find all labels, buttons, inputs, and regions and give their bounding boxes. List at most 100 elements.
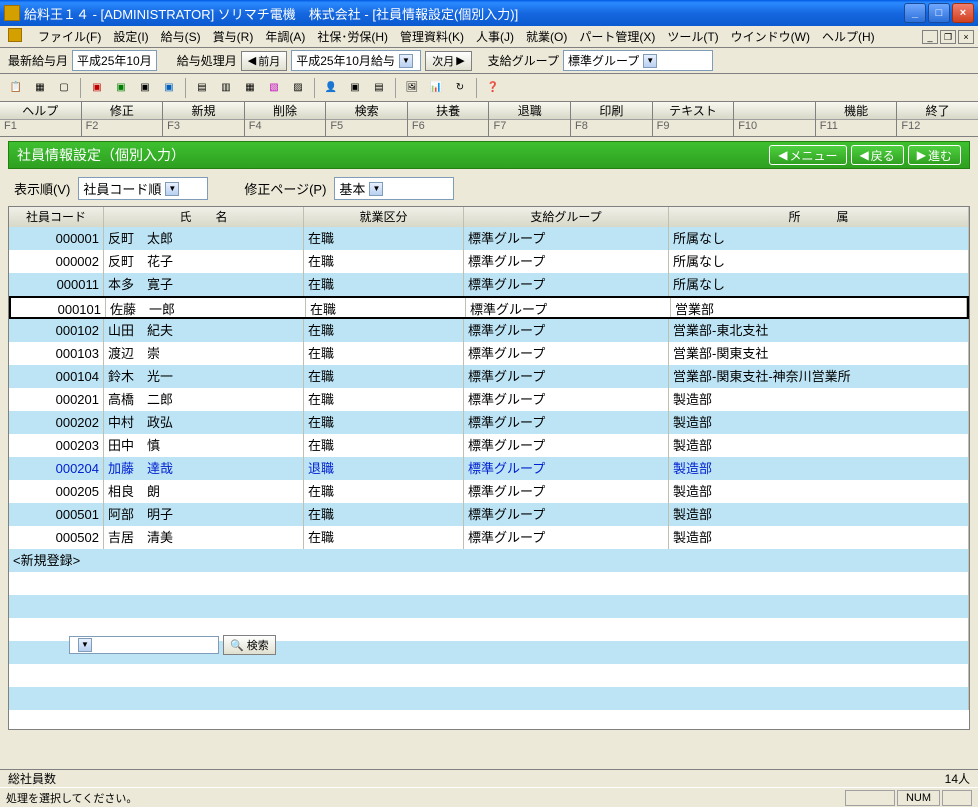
fkey-label: F12 <box>897 120 978 136</box>
menu-item[interactable]: 年調(A) <box>259 28 311 46</box>
col-name[interactable]: 氏 名 <box>104 207 304 227</box>
table-row[interactable]: 000011本多 寛子在職標準グループ所属なし <box>9 273 969 296</box>
tool-icon-2[interactable]: ▦ <box>30 78 50 98</box>
menu-item[interactable]: ウインドウ(W) <box>725 28 816 46</box>
col-code[interactable]: 社員コード <box>9 207 104 227</box>
menu-item[interactable]: 人事(J) <box>470 28 520 46</box>
col-group[interactable]: 支給グループ <box>464 207 669 227</box>
fkey-label: F7 <box>489 120 570 136</box>
forward-button[interactable]: ▶進む <box>908 145 961 165</box>
tool-icon-19[interactable]: ❓ <box>483 78 503 98</box>
tool-icon-4[interactable]: ▣ <box>87 78 107 98</box>
fkey-button-f4[interactable]: 削除 <box>245 102 326 120</box>
mdi-close-button[interactable]: × <box>958 30 974 44</box>
mdi-restore-button[interactable]: ❐ <box>940 30 956 44</box>
menu-item[interactable]: パート管理(X) <box>573 28 661 46</box>
search-button[interactable]: 🔍検索 <box>223 635 276 655</box>
menu-item[interactable]: 給与(S) <box>155 28 207 46</box>
process-month-combo[interactable]: 平成25年10月給与▼ <box>291 50 421 71</box>
process-month-label: 給与処理月 <box>177 52 237 69</box>
sort-order-combo[interactable]: 社員コード順▼ <box>78 177 208 200</box>
search-combo[interactable]: ▼ <box>69 636 219 654</box>
fkey-button-f6[interactable]: 扶養 <box>408 102 489 120</box>
minimize-button[interactable]: _ <box>904 3 926 23</box>
fkey-button-f1[interactable]: ヘルプ <box>0 102 81 120</box>
table-row[interactable]: 000204加藤 達哉退職標準グループ製造部 <box>9 457 969 480</box>
table-row[interactable]: 000501阿部 明子在職標準グループ製造部 <box>9 503 969 526</box>
table-row[interactable]: 000201高橋 二郎在職標準グループ製造部 <box>9 388 969 411</box>
tool-icon-12[interactable]: ▨ <box>288 78 308 98</box>
pay-group-combo[interactable]: 標準グループ▼ <box>563 50 713 71</box>
table-row[interactable]: 000001反町 太郎在職標準グループ所属なし <box>9 227 969 250</box>
tool-icon-11[interactable]: ▧ <box>264 78 284 98</box>
tool-icon-1[interactable]: 📋 <box>6 78 26 98</box>
status-blank <box>845 790 895 806</box>
maximize-button[interactable]: □ <box>928 3 950 23</box>
tool-icon-3[interactable]: ▢ <box>54 78 74 98</box>
table-row[interactable]: 000103渡辺 崇在職標準グループ営業部-関東支社 <box>9 342 969 365</box>
next-month-button[interactable]: 次月▶ <box>425 51 471 71</box>
cell-code: 000203 <box>9 434 104 457</box>
table-row[interactable]: 000104鈴木 光一在職標準グループ営業部-関東支社-神奈川営業所 <box>9 365 969 388</box>
fkey-button-f11[interactable]: 機能 <box>816 102 897 120</box>
cell-group: 標準グループ <box>464 342 669 365</box>
tool-icon-5[interactable]: ▣ <box>111 78 131 98</box>
menu-button[interactable]: ◀メニュー <box>769 145 846 165</box>
tool-icon-9[interactable]: ▥ <box>216 78 236 98</box>
table-row[interactable]: 000202中村 政弘在職標準グループ製造部 <box>9 411 969 434</box>
cell-name: 本多 寛子 <box>104 273 304 296</box>
menu-item[interactable]: ファイル(F) <box>32 28 107 46</box>
new-register-row[interactable]: <新規登録> <box>9 549 969 572</box>
fkey-label: F1 <box>0 120 81 136</box>
menu-item[interactable]: 就業(O) <box>520 28 573 46</box>
close-button[interactable]: × <box>952 3 974 23</box>
cell-status: 在職 <box>304 227 464 250</box>
mdi-minimize-button[interactable]: _ <box>922 30 938 44</box>
tool-icon-13[interactable]: 👤 <box>321 78 341 98</box>
fkey-button-f7[interactable]: 退職 <box>489 102 570 120</box>
tool-icon-15[interactable]: ▤ <box>369 78 389 98</box>
chevron-down-icon: ▼ <box>399 54 413 68</box>
prev-month-button[interactable]: ◀前月 <box>241 51 287 71</box>
tool-icon-10[interactable]: ▦ <box>240 78 260 98</box>
fkey-button-f3[interactable]: 新規 <box>163 102 244 120</box>
cell-status: 在職 <box>304 365 464 388</box>
edit-page-combo[interactable]: 基本▼ <box>334 177 454 200</box>
table-row[interactable]: 000205相良 朗在職標準グループ製造部 <box>9 480 969 503</box>
back-button[interactable]: ◀戻る <box>851 145 904 165</box>
new-register-label: <新規登録> <box>9 549 969 572</box>
fkey-button-f2[interactable]: 修正 <box>82 102 163 120</box>
grid-header: 社員コード 氏 名 就業区分 支給グループ 所 属 <box>9 207 969 227</box>
fkey-button-f10[interactable] <box>734 102 815 120</box>
fkey-button-f5[interactable]: 検索 <box>326 102 407 120</box>
table-row[interactable]: 000002反町 花子在職標準グループ所属なし <box>9 250 969 273</box>
tool-icon-17[interactable]: 📊 <box>426 78 446 98</box>
tool-icon-6[interactable]: ▣ <box>135 78 155 98</box>
tool-icon-14[interactable]: ▣ <box>345 78 365 98</box>
tool-icon-18[interactable]: ↻ <box>450 78 470 98</box>
cell-status: 退職 <box>304 457 464 480</box>
tool-icon-7[interactable]: ▣ <box>159 78 179 98</box>
app-menu-icon[interactable] <box>4 28 26 45</box>
table-row[interactable]: 000502吉居 清美在職標準グループ製造部 <box>9 526 969 549</box>
menu-item[interactable]: 社保･労保(H) <box>311 28 394 46</box>
tool-icon-8[interactable]: ▤ <box>192 78 212 98</box>
fkey-button-f12[interactable]: 終了 <box>897 102 978 120</box>
menu-item[interactable]: ヘルプ(H) <box>816 28 881 46</box>
fkey-button-f8[interactable]: 印刷 <box>571 102 652 120</box>
fkey-label: F6 <box>408 120 489 136</box>
menu-item[interactable]: 設定(I) <box>107 28 154 46</box>
cell-code: 000001 <box>9 227 104 250</box>
table-row[interactable]: 000102山田 紀夫在職標準グループ営業部-東北支社 <box>9 319 969 342</box>
tool-icon-16[interactable]: 🖼 <box>402 78 422 98</box>
col-status[interactable]: 就業区分 <box>304 207 464 227</box>
col-dept[interactable]: 所 属 <box>669 207 969 227</box>
table-row[interactable]: 000203田中 慎在職標準グループ製造部 <box>9 434 969 457</box>
menu-item[interactable]: 賞与(R) <box>207 28 260 46</box>
table-row[interactable]: 000101佐藤 一郎在職標準グループ営業部 <box>9 296 969 319</box>
fkey-button-f9[interactable]: テキスト <box>653 102 734 120</box>
menu-item[interactable]: ツール(T) <box>661 28 724 46</box>
menu-item[interactable]: 管理資料(K) <box>394 28 470 46</box>
cell-dept: 営業部-関東支社-神奈川営業所 <box>669 365 969 388</box>
period-toolbar: 最新給与月 平成25年10月 給与処理月 ◀前月 平成25年10月給与▼ 次月▶… <box>0 48 978 74</box>
